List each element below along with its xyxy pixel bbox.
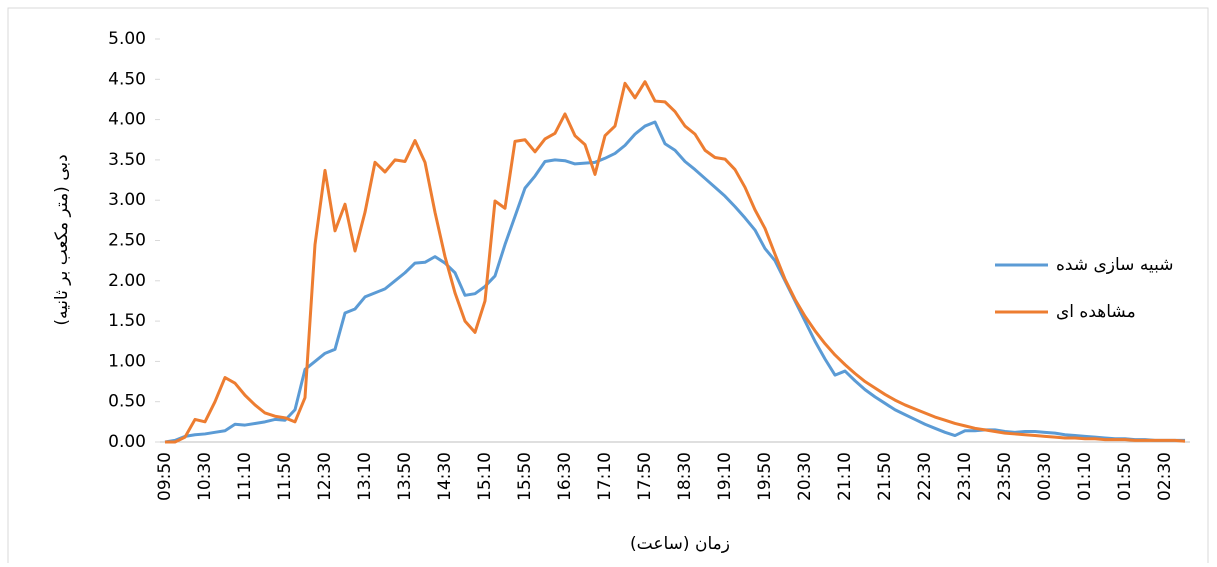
y-tick-label: 0.00 [108, 432, 146, 452]
y-tick-label: 1.50 [108, 311, 146, 331]
x-tick-label: 18:30 [675, 452, 695, 501]
x-tick-label: 11:50 [275, 452, 295, 501]
legend-label: شبیه سازی شده [1056, 255, 1173, 275]
chart-frame [7, 7, 1209, 567]
x-tick-label: 12:30 [315, 452, 335, 501]
x-tick-label: 15:50 [515, 452, 535, 501]
x-tick-label: 16:30 [555, 452, 575, 501]
x-tick-label: 01:50 [1115, 452, 1135, 501]
y-tick-label: 0.50 [108, 392, 146, 412]
series-line [164, 120, 1185, 444]
series-line [165, 80, 1186, 444]
x-tick-label: 23:10 [955, 452, 975, 501]
x-tick-label: 23:50 [995, 452, 1015, 501]
x-tick-label: 13:10 [355, 452, 375, 501]
x-tick-label: 17:10 [595, 452, 615, 501]
x-tick-label: 00:30 [1035, 452, 1055, 501]
y-tick-label: 3.50 [108, 150, 146, 170]
x-tick-label: 19:50 [755, 452, 775, 501]
x-tick-label: 22:30 [915, 452, 935, 501]
y-tick-label: 4.00 [108, 110, 146, 130]
x-tick-label: 09:50 [155, 452, 175, 501]
x-tick-label: 11:10 [235, 452, 255, 501]
x-tick-label: 13:50 [395, 452, 415, 501]
x-tick-label: 01:10 [1075, 452, 1095, 501]
y-tick-label: 2.00 [108, 271, 146, 291]
x-tick-label: 02:30 [1155, 452, 1175, 501]
x-tick-label: 21:50 [875, 452, 895, 501]
x-tick-label: 10:30 [195, 452, 215, 501]
x-tick-label: 21:10 [835, 452, 855, 501]
y-tick-label: 3.00 [108, 190, 146, 210]
x-tick-label: 20:30 [795, 452, 815, 501]
x-tick-label: 15:10 [475, 452, 495, 501]
x-tick-label: 17:50 [635, 452, 655, 501]
y-tick-label: 1.00 [108, 351, 146, 371]
y-tick-label: 4.50 [108, 69, 146, 89]
x-tick-label: 19:10 [715, 452, 735, 501]
y-tick-label: 2.50 [108, 231, 146, 251]
y-axis-label: دبی (متر مکعب بر ثانیه) [52, 154, 72, 325]
x-tick-label: 14:30 [435, 452, 455, 501]
legend-label: مشاهده ای [1056, 302, 1136, 322]
y-tick-label: 5.00 [108, 29, 146, 49]
x-axis-label: زمان (ساعت) [630, 534, 730, 554]
